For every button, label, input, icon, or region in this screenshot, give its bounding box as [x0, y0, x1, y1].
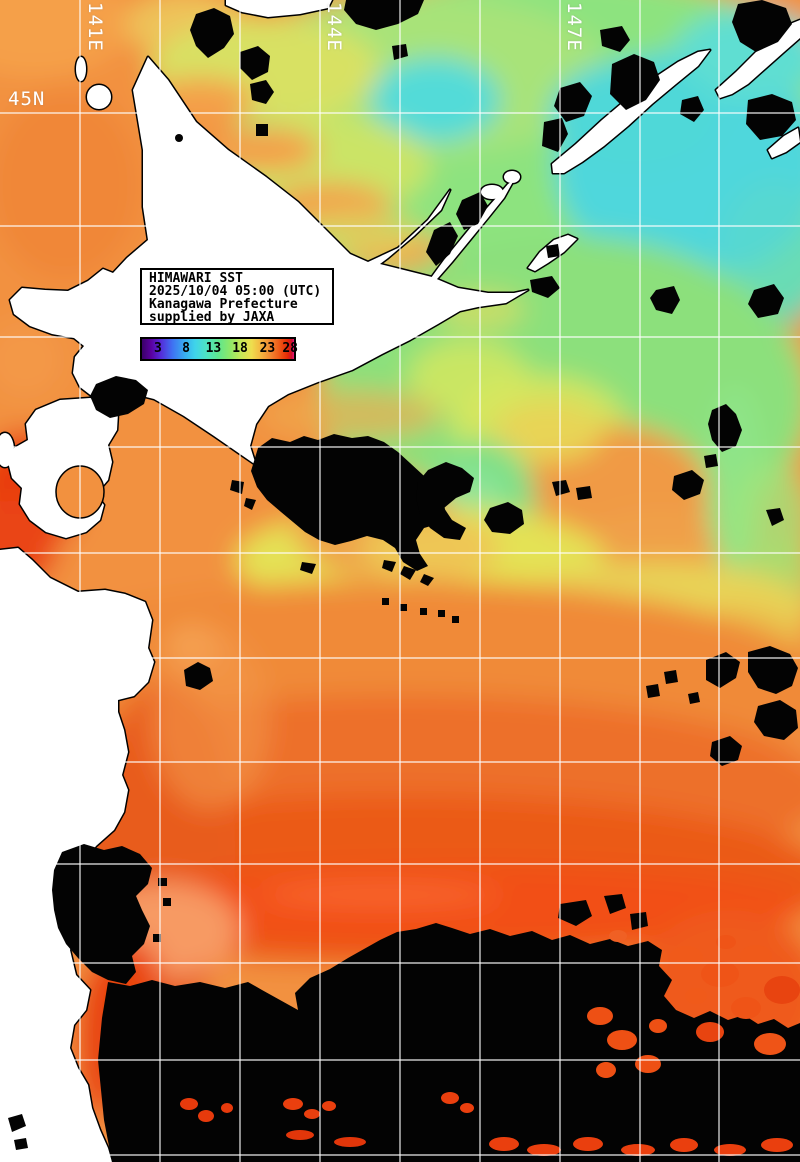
colorbar-tick-13: 13	[205, 341, 222, 357]
latitude-label-45n: 45N	[8, 88, 46, 110]
colorbar-tick-23: 23	[259, 341, 276, 357]
product-title: HIMAWARI SST	[149, 271, 243, 286]
colorbar-tick-8: 8	[182, 341, 190, 357]
colorbar-tick-28: 28	[282, 341, 299, 357]
datetime-label: 2025/10/04 05:00 (UTC)	[149, 284, 322, 299]
longitude-label-141e: 141E	[84, 2, 106, 52]
source-label: supplied by JAXA	[149, 310, 275, 325]
title-box: HIMAWARI SST 2025/10/04 05:00 (UTC) Kana…	[140, 268, 334, 325]
colorbar-tick-18: 18	[232, 341, 248, 357]
cloud-mask-layer	[8, 0, 800, 1162]
colorbar-tick-3: 3	[154, 341, 162, 357]
longitude-label-147e: 147E	[563, 2, 585, 52]
temperature-colorbar: 3 8 13 18 23 28	[140, 337, 298, 361]
provider-label: Kanagawa Prefecture	[149, 297, 298, 312]
colorbar-gradient: 3 8 13 18 23 28	[142, 339, 298, 359]
cloud-gap-sea-layer	[180, 930, 800, 1156]
longitude-label-144e: 144E	[323, 2, 345, 52]
